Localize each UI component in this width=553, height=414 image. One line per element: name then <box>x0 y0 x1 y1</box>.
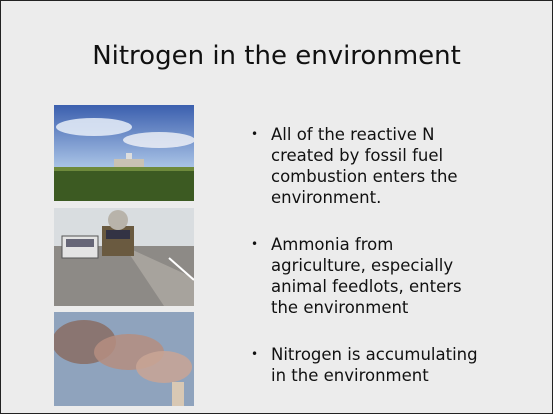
farm-photo <box>54 105 194 201</box>
bullet-line: combustion enters the <box>271 166 549 187</box>
bullet-line: the environment <box>271 297 549 318</box>
bullet-line: agriculture, especially <box>271 255 549 276</box>
bullet-line: animal feedlots, enters <box>271 276 549 297</box>
bullet-line: in the environment <box>271 365 549 386</box>
smokestack-photo <box>54 312 194 406</box>
bullet-line: created by fossil fuel <box>271 145 549 166</box>
bullet-line: environment. <box>271 187 549 208</box>
bullet-line: Ammonia from <box>271 234 549 255</box>
slide: Nitrogen in the environment All of the r… <box>0 0 553 414</box>
bullet-line: All of the reactive N <box>271 124 549 145</box>
traffic-photo <box>54 208 194 306</box>
slide-title: Nitrogen in the environment <box>1 41 552 71</box>
bullet-line: Nitrogen is accumulating <box>271 344 549 365</box>
